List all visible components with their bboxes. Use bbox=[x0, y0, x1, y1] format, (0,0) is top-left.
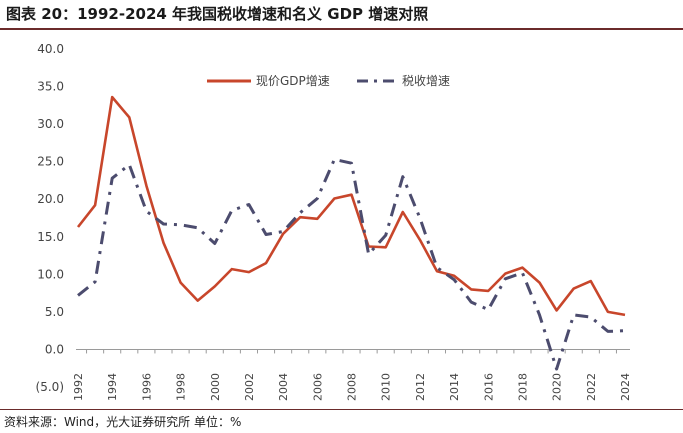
legend: 现价GDP增速 税收增速 bbox=[207, 74, 450, 88]
y-axis: (5.0) 0.0 5.0 10.0 15.0 20.0 25.0 30.0 35.0 40.0 bbox=[36, 42, 64, 394]
y-tick-label: 0.0 bbox=[45, 342, 64, 356]
series-layer bbox=[76, 95, 626, 371]
x-tick-label: 2024 bbox=[619, 373, 632, 401]
legend-label-tax: 税收增速 bbox=[402, 74, 450, 88]
gdp-growth-line bbox=[76, 95, 626, 317]
y-tick-label: 35.0 bbox=[37, 80, 64, 94]
x-tick-label: 2008 bbox=[346, 373, 359, 401]
y-tick-label: 5.0 bbox=[45, 305, 64, 319]
x-tick-label: 1996 bbox=[140, 373, 153, 401]
y-tick-label: 40.0 bbox=[37, 42, 64, 56]
x-axis: 1992 1994 1996 1998 2000 2002 2004 2006 2008 2010… bbox=[72, 348, 632, 401]
y-tick-label: (5.0) bbox=[36, 380, 64, 394]
x-tick-label: 1994 bbox=[106, 373, 119, 401]
x-tick-label: 2022 bbox=[585, 373, 598, 401]
source-note: 资料来源：Wind，光大证券研究所 单位：% bbox=[4, 415, 242, 429]
title-divider bbox=[0, 28, 683, 30]
y-tick-label: 10.0 bbox=[37, 267, 64, 281]
line-chart: (5.0)0.05.010.015.020.025.030.035.040.0 … bbox=[36, 42, 632, 401]
x-tick-label: 2016 bbox=[482, 373, 495, 401]
x-tick-label: 1998 bbox=[175, 373, 188, 401]
x-tick-label: 2014 bbox=[448, 373, 461, 401]
chart-title: 图表 20：1992-2024 年我国税收增速和名义 GDP 增速对照 bbox=[6, 5, 429, 23]
x-tick-label: 2002 bbox=[243, 373, 256, 401]
x-tick-label: 2020 bbox=[551, 373, 564, 401]
x-tick-label: 2000 bbox=[209, 373, 222, 401]
x-tick-label: 2006 bbox=[311, 373, 324, 401]
y-tick-label: 30.0 bbox=[37, 117, 64, 131]
source-divider bbox=[0, 409, 683, 410]
tax-growth-line bbox=[77, 157, 626, 371]
x-tick-label: 2010 bbox=[380, 373, 393, 401]
y-tick-label: 25.0 bbox=[37, 155, 64, 169]
x-tick-label: 2012 bbox=[414, 373, 427, 401]
x-tick-label: 2018 bbox=[516, 373, 529, 401]
x-tick-label: 2004 bbox=[277, 373, 290, 401]
y-tick-label: 20.0 bbox=[37, 192, 64, 206]
legend-label-gdp: 现价GDP增速 bbox=[256, 74, 330, 88]
y-tick-label: 15.0 bbox=[37, 230, 64, 244]
x-tick-label: 1992 bbox=[72, 373, 85, 401]
